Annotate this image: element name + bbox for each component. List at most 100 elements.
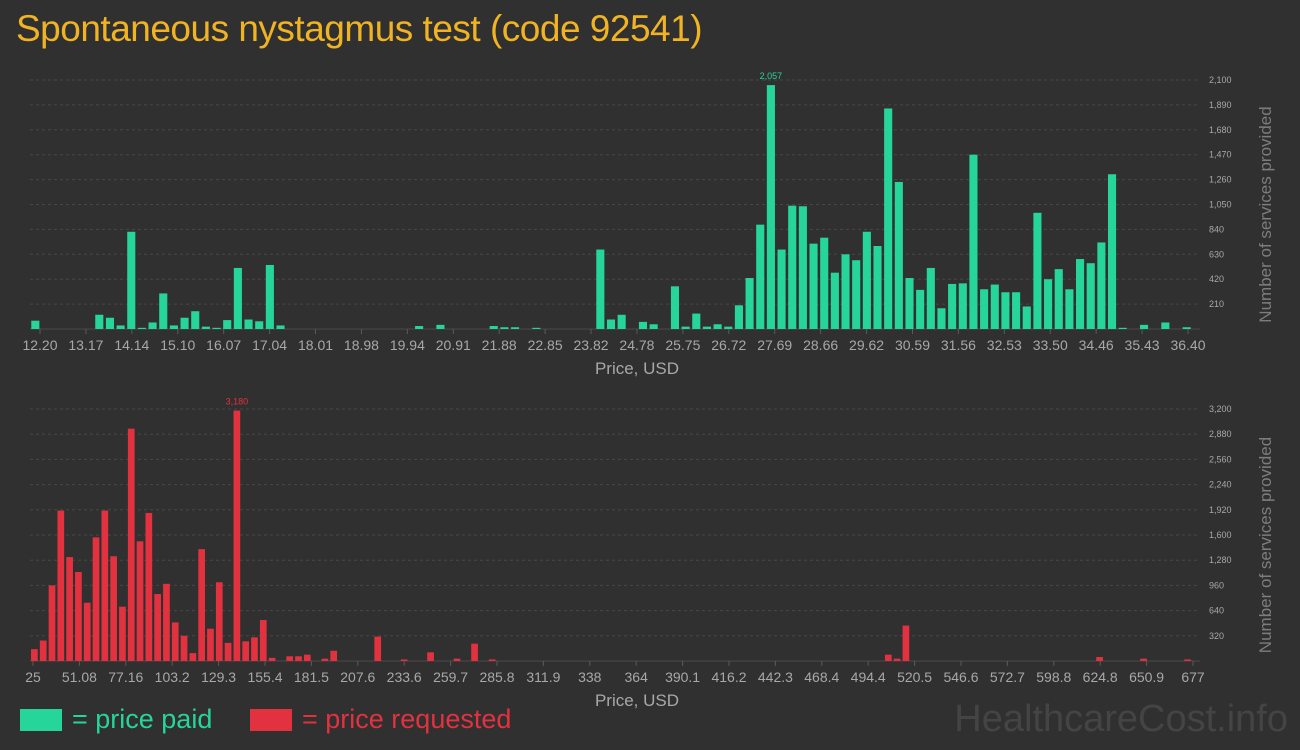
- bar: [242, 641, 250, 661]
- x-tick-label: 25: [25, 669, 41, 685]
- bar: [207, 628, 214, 661]
- bar: [1184, 659, 1191, 661]
- bar: [724, 326, 733, 329]
- bar: [884, 108, 893, 329]
- bar: [215, 582, 223, 661]
- price-requested-chart: 320 640 960 1,280 1,600 1,920 2,240 2,560 2,880 3…: [25, 397, 1275, 710]
- x-tick-label: 18.01: [298, 337, 333, 353]
- bar: [617, 314, 626, 329]
- x-tick-label: 23.82: [574, 337, 609, 353]
- bar: [980, 289, 989, 329]
- legend-label-requested: = price requested: [302, 704, 512, 734]
- bar: [198, 549, 206, 661]
- bar: [809, 243, 818, 329]
- bar: [136, 541, 144, 661]
- bar: [852, 260, 861, 329]
- bar: [756, 224, 765, 329]
- x-tick-label: 14.14: [114, 337, 149, 353]
- bar: [670, 286, 680, 329]
- x-tick-label: 285.8: [479, 669, 514, 685]
- x-tick-label: 13.17: [68, 337, 103, 353]
- bar: [415, 326, 424, 329]
- bar: [83, 602, 91, 661]
- y-tick-label: 1,050: [1209, 200, 1232, 210]
- bar: [1065, 289, 1074, 329]
- bar: [244, 319, 253, 329]
- bar: [303, 654, 311, 661]
- price-paid-chart: 210 420 630 840 1,050 1,260 1,470 1,680 1,890 2,1…: [22, 71, 1275, 378]
- x-tick-label: 15.10: [160, 337, 195, 353]
- bar: [110, 556, 117, 661]
- y-tick-label: 3,200: [1209, 404, 1232, 414]
- x-tick-label: 572.7: [990, 669, 1025, 685]
- x-tick-label: 390.1: [665, 669, 700, 685]
- x-tick-label: 259.7: [433, 669, 468, 685]
- bar: [649, 324, 658, 329]
- bar: [116, 325, 125, 329]
- bar: [276, 325, 285, 329]
- x-tick-label: 181.5: [294, 669, 329, 685]
- y-tick-label: 1,470: [1209, 150, 1232, 160]
- bar: [894, 181, 903, 329]
- bar: [511, 327, 520, 329]
- bar: [137, 327, 146, 329]
- x-tick-label: 129.3: [201, 669, 236, 685]
- y-tick-label: 1,280: [1209, 555, 1232, 565]
- bar: [436, 324, 445, 329]
- bar: [1096, 657, 1103, 661]
- bar: [57, 510, 65, 661]
- x-tick-label: 598.8: [1036, 669, 1071, 685]
- bar: [969, 154, 978, 329]
- bar: [873, 246, 882, 329]
- bar: [902, 625, 910, 661]
- x-tick-label: 77.16: [108, 669, 143, 685]
- y-tick-label: 420: [1209, 274, 1224, 284]
- bar: [159, 293, 168, 329]
- bar: [532, 327, 541, 329]
- y-tick-label: 2,100: [1209, 75, 1232, 85]
- bar: [606, 319, 616, 329]
- bar: [1033, 212, 1042, 329]
- bar: [884, 654, 892, 661]
- page-title: Spontaneous nystagmus test (code 92541): [16, 8, 703, 49]
- bar: [596, 249, 605, 329]
- y-tick-label: 1,890: [1209, 100, 1232, 110]
- bar: [1086, 263, 1095, 329]
- bar: [39, 640, 47, 661]
- bar: [286, 656, 294, 661]
- bar: [427, 652, 434, 661]
- legend-label-paid: = price paid: [72, 704, 213, 734]
- x-tick-label: 12.20: [22, 337, 57, 353]
- bar: [101, 510, 109, 661]
- bar: [233, 410, 241, 661]
- bar: [223, 320, 232, 329]
- bar: [212, 327, 221, 329]
- bar: [798, 206, 807, 329]
- bar: [830, 272, 839, 329]
- y-axis-label: Number of services provided: [1256, 437, 1275, 653]
- x-tick-label: 28.66: [803, 337, 838, 353]
- legend-swatch-requested: [250, 708, 292, 731]
- bar: [500, 327, 509, 329]
- bar: [777, 249, 786, 329]
- bar: [127, 428, 135, 661]
- x-tick-label: 17.04: [252, 337, 287, 353]
- bar: [233, 267, 242, 329]
- bar: [766, 85, 775, 329]
- y-tick-label: 1,600: [1209, 530, 1232, 540]
- y-tick-label: 210: [1209, 299, 1224, 309]
- bar: [453, 658, 461, 661]
- bar: [127, 231, 136, 329]
- bar: [820, 237, 829, 329]
- bar: [1139, 324, 1149, 329]
- legend-price-requested: = price requested: [250, 704, 511, 735]
- bar: [31, 320, 40, 329]
- bar: [1022, 306, 1031, 329]
- x-tick-label: 468.4: [804, 669, 839, 685]
- x-tick-label: 207.6: [340, 669, 375, 685]
- x-tick-label: 22.85: [528, 337, 563, 353]
- bar: [295, 656, 302, 661]
- bar: [1097, 242, 1106, 329]
- bar: [990, 284, 999, 329]
- x-tick-label: 677: [1181, 669, 1205, 685]
